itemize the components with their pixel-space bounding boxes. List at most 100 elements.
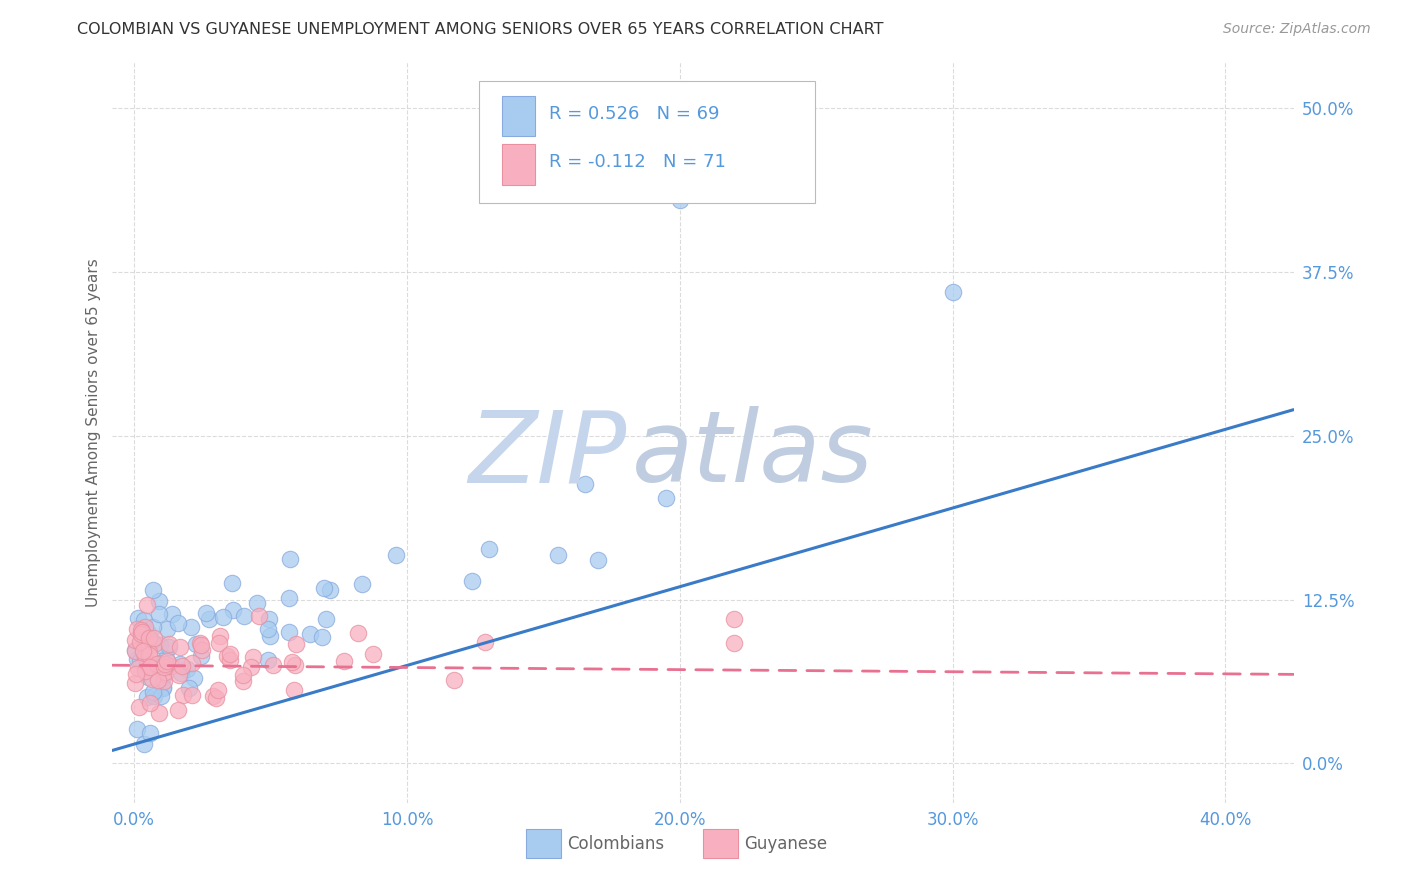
Point xyxy=(127,652,149,666)
Point xyxy=(259,629,281,643)
Point xyxy=(298,626,321,640)
Point xyxy=(212,610,235,624)
Point xyxy=(153,667,176,681)
Point xyxy=(138,648,160,662)
Point xyxy=(146,657,169,671)
Point xyxy=(138,645,160,659)
Point xyxy=(143,637,166,651)
Point xyxy=(127,722,149,736)
Point xyxy=(169,657,191,671)
Point xyxy=(142,583,165,598)
Point xyxy=(277,624,299,639)
Point xyxy=(155,651,177,665)
Text: ZIP: ZIP xyxy=(468,407,626,503)
Point xyxy=(142,690,165,704)
Point xyxy=(132,613,155,627)
Point xyxy=(461,574,484,589)
Text: Source: ZipAtlas.com: Source: ZipAtlas.com xyxy=(1223,22,1371,37)
Point xyxy=(188,636,211,650)
Point xyxy=(285,637,308,651)
Text: R = -0.112   N = 71: R = -0.112 N = 71 xyxy=(550,153,727,171)
Point xyxy=(148,594,170,608)
Point xyxy=(152,681,174,696)
Point xyxy=(136,690,159,705)
Point xyxy=(478,541,501,556)
Point xyxy=(219,653,242,667)
Point xyxy=(152,673,174,688)
Point xyxy=(129,627,152,641)
Point xyxy=(129,635,152,649)
Point xyxy=(176,661,198,675)
Point xyxy=(153,660,176,674)
Point xyxy=(240,660,263,674)
Point xyxy=(284,657,307,672)
Point xyxy=(232,673,254,688)
Point xyxy=(169,640,191,655)
Point xyxy=(146,657,169,672)
Point xyxy=(136,670,159,684)
Point xyxy=(148,706,170,720)
Point xyxy=(125,666,148,681)
Point xyxy=(138,632,160,646)
Point xyxy=(350,577,373,591)
Point xyxy=(127,610,149,624)
Point xyxy=(139,696,162,710)
Point xyxy=(232,668,254,682)
Point xyxy=(190,643,212,657)
Point xyxy=(157,637,180,651)
Point xyxy=(124,643,146,657)
Point xyxy=(311,630,333,644)
Point xyxy=(181,688,204,702)
Point xyxy=(152,681,174,695)
Point xyxy=(221,603,243,617)
Point xyxy=(136,625,159,640)
Point xyxy=(138,725,160,739)
Point xyxy=(314,581,336,595)
Point xyxy=(283,682,305,697)
Point xyxy=(205,691,228,706)
Point xyxy=(167,668,190,682)
Point xyxy=(172,688,194,702)
Point xyxy=(315,611,337,625)
Point xyxy=(208,636,231,650)
Point xyxy=(384,548,406,562)
Point xyxy=(363,647,385,661)
Point xyxy=(149,690,172,704)
Point xyxy=(319,582,342,597)
Point xyxy=(574,477,596,491)
Point xyxy=(136,657,159,672)
Point xyxy=(132,644,155,658)
Point xyxy=(723,636,745,650)
Point xyxy=(141,672,163,686)
Point xyxy=(232,608,254,623)
Point xyxy=(157,640,180,654)
Point xyxy=(167,616,190,631)
Point xyxy=(134,648,156,663)
Point xyxy=(160,659,183,673)
Text: COLOMBIAN VS GUYANESE UNEMPLOYMENT AMONG SENIORS OVER 65 YEARS CORRELATION CHART: COLOMBIAN VS GUYANESE UNEMPLOYMENT AMONG… xyxy=(77,22,884,37)
Point xyxy=(202,690,225,704)
Point xyxy=(186,637,208,651)
Point xyxy=(149,638,172,652)
Point xyxy=(333,654,356,668)
Point xyxy=(197,612,219,626)
Point xyxy=(148,607,170,621)
Point xyxy=(474,634,496,648)
Point xyxy=(170,666,193,681)
Point xyxy=(160,607,183,621)
Point xyxy=(208,628,231,642)
Point xyxy=(247,609,270,624)
Point xyxy=(142,631,165,645)
Point xyxy=(124,632,146,647)
Point xyxy=(281,655,304,669)
Point xyxy=(129,654,152,668)
Point xyxy=(262,658,284,673)
Point xyxy=(128,700,150,714)
Point xyxy=(347,626,370,640)
Point xyxy=(124,644,146,658)
Text: atlas: atlas xyxy=(633,407,873,503)
Point xyxy=(280,552,302,566)
Point xyxy=(723,612,745,626)
Point xyxy=(190,649,212,664)
Point xyxy=(586,553,609,567)
